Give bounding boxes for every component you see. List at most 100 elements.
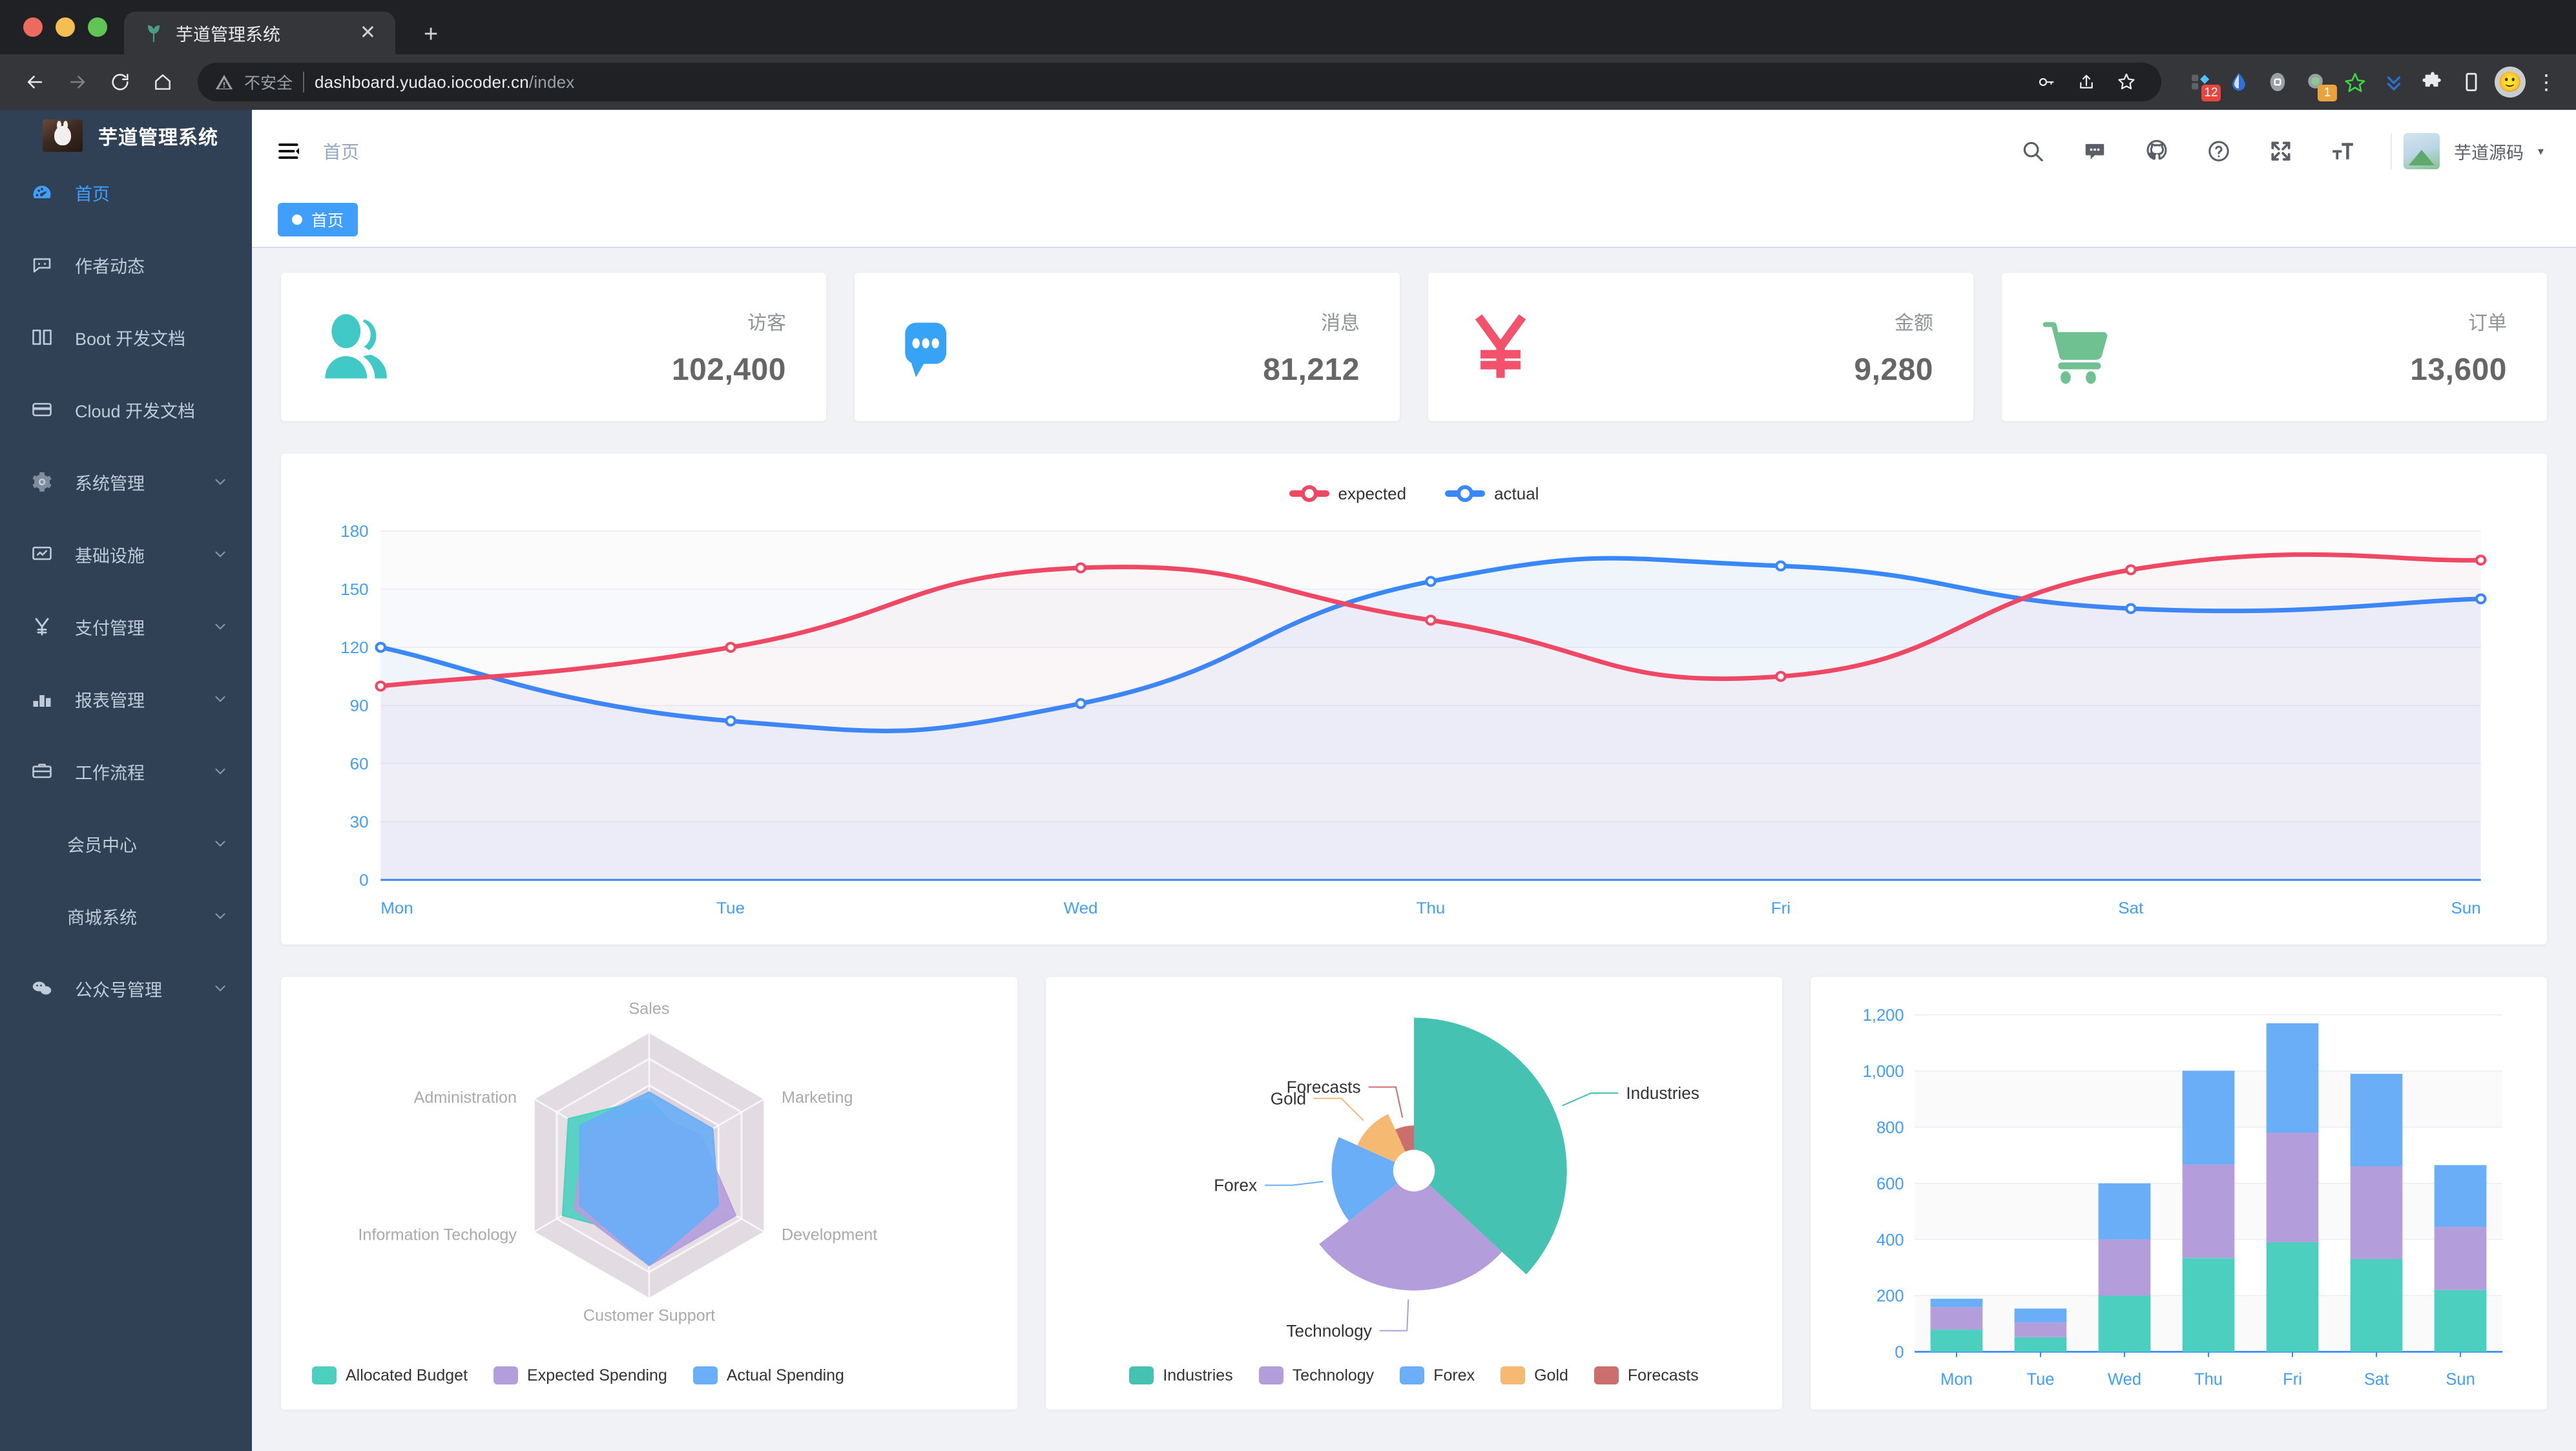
bar-segment: [2434, 1289, 2487, 1352]
sidebar-item-workflow[interactable]: 工作流程: [0, 735, 252, 808]
omnibox-actions: [2028, 64, 2145, 100]
bar-segment: [2434, 1165, 2487, 1227]
new-tab-icon[interactable]: +: [424, 21, 439, 48]
y-axis-tick-label: 1,000: [1863, 1063, 1904, 1081]
ext-blue-diamond-icon[interactable]: 12: [2185, 67, 2221, 101]
browser-menu-icon[interactable]: ⋮: [2536, 70, 2557, 94]
url-path: /index: [528, 72, 575, 92]
search-icon[interactable]: [2016, 134, 2050, 168]
radar-chart-panel: Sales Marketing Development Customer Suppor…: [281, 977, 1017, 1410]
reload-icon[interactable]: [102, 64, 138, 100]
hamburger-collapse-icon[interactable]: [275, 137, 304, 165]
ext-window-icon[interactable]: [2456, 67, 2487, 98]
sidebar-item-home[interactable]: 首页: [0, 156, 252, 229]
pie-slice-label: Forex: [1214, 1176, 1257, 1195]
y-axis-tick-label: 600: [1876, 1175, 1904, 1193]
legend-item-gold[interactable]: Gold: [1501, 1366, 1568, 1385]
yuan-sign-icon: [1462, 308, 1539, 386]
back-icon[interactable]: [17, 64, 53, 100]
stat-value: 9,280: [1854, 352, 1933, 387]
radar-chart-canvas[interactable]: Sales Marketing Development Customer Suppor…: [296, 988, 1002, 1353]
legend-label: Expected Spending: [527, 1366, 667, 1384]
stat-card-orders[interactable]: 订单 13,600: [2002, 273, 2547, 421]
key-icon[interactable]: [2028, 64, 2064, 100]
stat-card-row: 访客 102,400 消: [281, 273, 2547, 421]
legend-marker: [1289, 485, 1329, 502]
stat-text-block: 访客 102,400: [672, 307, 786, 388]
legend-item-expected[interactable]: expected: [1289, 483, 1407, 504]
legend-item-technology[interactable]: Technology: [1258, 1366, 1374, 1385]
legend-item-forecasts[interactable]: Forecasts: [1594, 1366, 1699, 1385]
legend-marker: [1445, 485, 1486, 502]
window-maximize-button[interactable]: [88, 17, 107, 37]
sidebar-item-mall-system[interactable]: 商城系统: [0, 880, 252, 952]
sidebar-item-label: 报表管理: [75, 691, 145, 711]
bar-segment: [2014, 1308, 2067, 1323]
stat-card-messages[interactable]: 消息 81,212: [855, 273, 1400, 421]
message-icon: [28, 253, 56, 277]
bar-chart-canvas[interactable]: 0 200 400 600 800 1,000 1,200 Mon Tue Wed Thu Fri Sa…: [1826, 988, 2531, 1398]
stat-card-visitors[interactable]: 访客 102,400: [281, 273, 826, 421]
sidebar-item-wechat-mp[interactable]: 公众号管理: [0, 952, 252, 1025]
ext-command-icon[interactable]: [2262, 67, 2293, 98]
bookmark-star-icon[interactable]: [2108, 64, 2145, 100]
close-icon[interactable]: ✕: [359, 22, 376, 43]
ext-water-drop-icon[interactable]: [2223, 67, 2254, 98]
user-menu[interactable]: 芋道源码 ▾: [2390, 133, 2544, 169]
ext-puzzle-icon[interactable]: [2417, 67, 2448, 98]
github-icon[interactable]: [2140, 134, 2174, 168]
chat-bubble-icon[interactable]: [2078, 134, 2112, 168]
sidebar-item-report-management[interactable]: 报表管理: [0, 663, 252, 735]
chevron-down-icon: [211, 618, 230, 635]
sidebar-item-boot-docs[interactable]: Boot 开发文档: [0, 301, 252, 373]
sidebar-item-label: 首页: [75, 184, 110, 204]
sidebar-item-cloud-docs[interactable]: Cloud 开发文档: [0, 373, 252, 446]
share-icon[interactable]: [2068, 64, 2104, 100]
sidebar-item-infrastructure[interactable]: 基础设施: [0, 518, 252, 590]
dashboard-icon: [28, 181, 56, 204]
legend-item-expected-spending[interactable]: Expected Spending: [493, 1366, 667, 1385]
stat-value: 81,212: [1263, 352, 1360, 387]
browser-tab[interactable]: 芋道管理系统 ✕: [124, 12, 395, 54]
breadcrumb[interactable]: 首页: [323, 142, 360, 162]
data-point: [375, 680, 387, 692]
legend-item-actual[interactable]: actual: [1445, 484, 1539, 504]
ext-circle-green-icon[interactable]: 1: [2301, 67, 2337, 101]
sidebar-item-member-center[interactable]: 会员中心: [0, 808, 252, 880]
sidebar-item-system-management[interactable]: 系统管理: [0, 446, 252, 518]
message-bubble-icon: [888, 308, 966, 386]
legend-item-forex[interactable]: Forex: [1400, 1366, 1475, 1385]
tag-item-home[interactable]: 首页: [278, 203, 358, 236]
help-circle-icon[interactable]: [2202, 134, 2236, 168]
window-minimize-button[interactable]: [56, 17, 75, 37]
pie-slice-technology: [1319, 1183, 1502, 1291]
bar-segment: [2266, 1242, 2319, 1352]
y-axis-tick-label: 0: [359, 872, 368, 889]
sidebar-item-payment-management[interactable]: 支付管理: [0, 590, 252, 663]
ext-double-chevron-icon[interactable]: [2378, 67, 2409, 98]
stat-card-amount[interactable]: 金额 9,280: [1428, 273, 1973, 421]
legend-item-actual-spending[interactable]: Actual Spending: [692, 1366, 844, 1385]
fullscreen-icon[interactable]: [2264, 134, 2298, 168]
profile-avatar-icon[interactable]: 🙂: [2495, 67, 2526, 98]
ext-green-star-icon[interactable]: [2340, 67, 2371, 98]
address-bar[interactable]: 不安全 dashboard.yudao.iocoder.cn/index: [198, 63, 2161, 101]
legend-item-allocated-budget[interactable]: Allocated Budget: [312, 1366, 468, 1385]
gear-icon: [28, 470, 56, 494]
sidebar-logo[interactable]: 芋道管理系统: [0, 110, 252, 156]
tab-strip: 芋道管理系统 ✕ +: [0, 0, 2576, 54]
legend-label: expected: [1338, 483, 1407, 503]
chevron-down-icon: [211, 474, 230, 490]
navbar: 首页: [252, 110, 2576, 193]
radar-axis-label: Marketing: [782, 1089, 853, 1107]
home-icon[interactable]: [145, 64, 181, 100]
legend-item-industries[interactable]: Industries: [1129, 1366, 1233, 1385]
data-point: [375, 642, 387, 653]
line-chart-canvas[interactable]: 0 30 60 90 120 150 180 Mon Tue Wed Thu Fri Sat Sun: [307, 512, 2521, 925]
font-size-icon[interactable]: [2326, 134, 2360, 168]
sidebar-item-label: 系统管理: [75, 474, 145, 494]
sidebar-item-author-news[interactable]: 作者动态: [0, 229, 252, 301]
forward-icon[interactable]: [59, 64, 96, 100]
rose-chart-canvas[interactable]: Industries Technology Forex Gold Forecasts: [1061, 988, 1767, 1353]
window-close-button[interactable]: [23, 17, 43, 37]
